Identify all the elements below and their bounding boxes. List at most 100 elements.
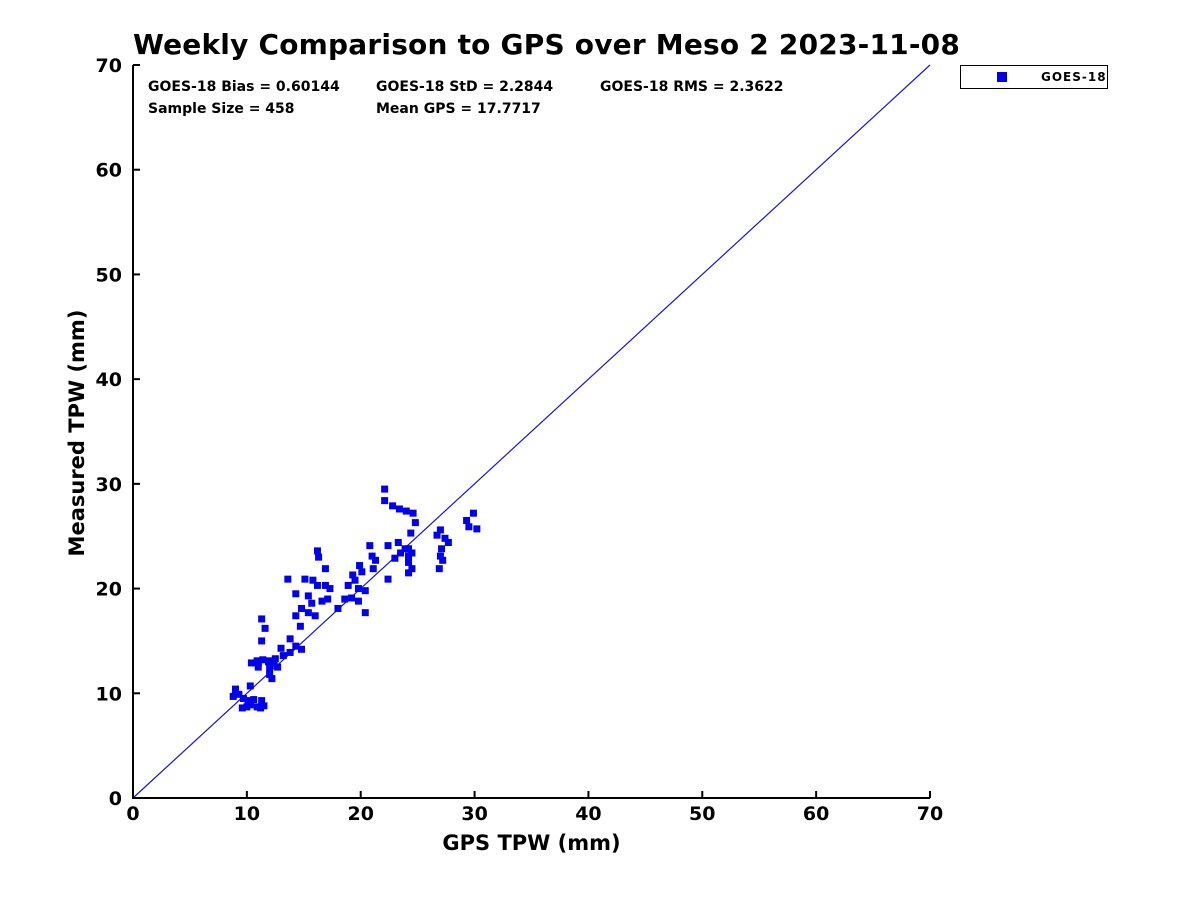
data-point bbox=[438, 545, 446, 553]
stat-bias: GOES-18 Bias = 0.60144 bbox=[148, 79, 340, 95]
x-tick-label: 30 bbox=[461, 803, 487, 825]
data-point bbox=[394, 538, 402, 546]
data-point bbox=[258, 697, 266, 705]
data-point bbox=[354, 585, 362, 593]
data-point bbox=[247, 659, 255, 667]
data-point bbox=[313, 581, 321, 589]
data-point bbox=[405, 569, 413, 577]
data-point bbox=[321, 565, 329, 573]
stat-rms: GOES-18 RMS = 2.3622 bbox=[600, 79, 784, 95]
y-tick-label: 20 bbox=[96, 579, 122, 601]
one-to-one-line bbox=[132, 64, 931, 799]
data-point bbox=[250, 696, 258, 704]
data-point bbox=[409, 509, 417, 517]
data-point bbox=[384, 575, 392, 583]
data-point bbox=[444, 538, 452, 546]
data-point bbox=[318, 597, 326, 605]
data-point bbox=[384, 542, 392, 550]
data-point bbox=[435, 565, 443, 573]
data-point bbox=[405, 552, 413, 560]
data-point bbox=[397, 549, 405, 557]
data-point bbox=[349, 571, 357, 579]
y-tick-label: 0 bbox=[109, 788, 122, 810]
stat-std: GOES-18 StD = 2.2844 bbox=[376, 79, 554, 95]
data-point bbox=[407, 529, 415, 537]
data-point bbox=[286, 635, 294, 643]
data-point bbox=[411, 519, 419, 527]
x-tick-label: 10 bbox=[234, 803, 260, 825]
data-point bbox=[268, 675, 276, 683]
data-point bbox=[308, 599, 316, 607]
legend-label: GOES-18 bbox=[1041, 70, 1107, 84]
data-point bbox=[298, 645, 306, 653]
data-point bbox=[469, 509, 477, 517]
data-point bbox=[284, 575, 292, 583]
data-point bbox=[235, 690, 243, 698]
x-tick-label: 0 bbox=[126, 803, 139, 825]
y-tick-label: 50 bbox=[96, 264, 122, 286]
data-point bbox=[473, 525, 481, 533]
data-point bbox=[315, 553, 323, 561]
data-point bbox=[441, 534, 449, 542]
data-point bbox=[254, 663, 262, 671]
data-point bbox=[266, 664, 274, 672]
y-tick-label: 70 bbox=[96, 55, 122, 77]
data-point bbox=[266, 670, 274, 678]
data-point bbox=[439, 556, 447, 564]
data-point bbox=[321, 581, 329, 589]
y-tick-label: 60 bbox=[96, 160, 122, 182]
data-point bbox=[356, 562, 364, 570]
y-axis-label: Measured TPW (mm) bbox=[65, 309, 89, 557]
data-point bbox=[258, 615, 266, 623]
data-point bbox=[286, 648, 294, 656]
legend-box: GOES-18 bbox=[960, 65, 1108, 89]
data-point bbox=[433, 531, 441, 539]
data-point bbox=[368, 552, 376, 560]
data-point bbox=[304, 609, 312, 617]
data-point bbox=[395, 505, 403, 513]
data-point bbox=[326, 585, 334, 593]
data-point bbox=[324, 595, 332, 603]
data-point bbox=[351, 576, 359, 584]
data-point bbox=[436, 552, 444, 560]
data-point bbox=[465, 523, 473, 531]
data-point bbox=[298, 604, 306, 612]
data-point bbox=[408, 565, 416, 573]
data-point bbox=[344, 581, 352, 589]
data-point bbox=[279, 652, 287, 660]
data-point bbox=[292, 612, 300, 620]
x-tick-label: 60 bbox=[803, 803, 829, 825]
data-point bbox=[463, 517, 471, 525]
data-point bbox=[277, 644, 285, 652]
legend-marker-square bbox=[997, 72, 1007, 82]
data-point bbox=[254, 659, 262, 667]
data-point bbox=[301, 575, 309, 583]
data-point bbox=[243, 703, 251, 711]
data-point bbox=[358, 568, 366, 576]
data-point bbox=[261, 624, 269, 632]
data-point bbox=[271, 655, 279, 663]
data-point bbox=[401, 545, 409, 553]
data-point bbox=[391, 554, 399, 562]
data-point bbox=[304, 592, 312, 600]
data-point bbox=[361, 609, 369, 617]
data-point bbox=[341, 595, 349, 603]
stat-mean-gps: Mean GPS = 17.7717 bbox=[376, 101, 541, 117]
data-point bbox=[259, 656, 267, 664]
x-tick-label: 40 bbox=[575, 803, 601, 825]
chart-title: Weekly Comparison to GPS over Meso 2 202… bbox=[133, 28, 961, 61]
data-point bbox=[260, 702, 268, 710]
data-point bbox=[366, 542, 374, 550]
data-point bbox=[292, 590, 300, 598]
data-point bbox=[436, 526, 444, 534]
data-point bbox=[231, 685, 239, 693]
x-tick-label: 20 bbox=[347, 803, 373, 825]
x-tick-label: 70 bbox=[917, 803, 943, 825]
data-point bbox=[402, 507, 410, 515]
data-point bbox=[361, 587, 369, 595]
data-point bbox=[239, 695, 247, 703]
data-point bbox=[244, 697, 252, 705]
data-point bbox=[274, 663, 282, 671]
data-point bbox=[389, 502, 397, 510]
